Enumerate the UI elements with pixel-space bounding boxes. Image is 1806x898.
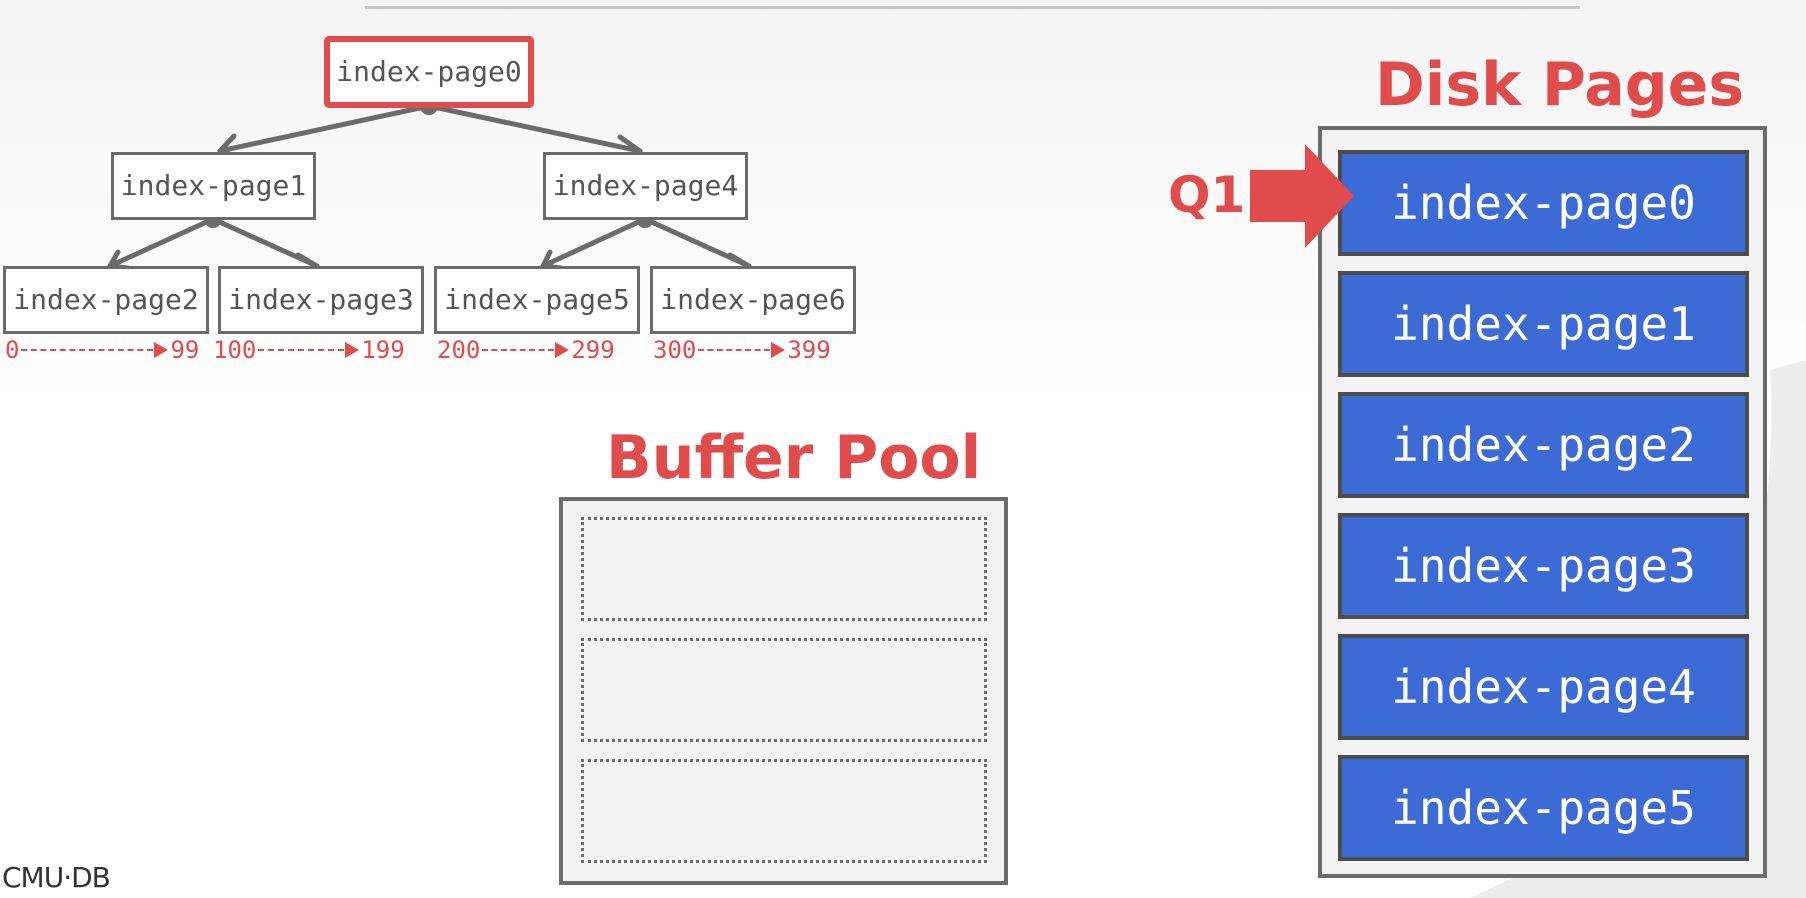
disk-pages-container: index-page0 index-page1 index-page2 inde…	[1318, 126, 1767, 878]
tree-node-page6: index-page6	[650, 266, 856, 334]
key-range-page2: 0 99	[5, 338, 199, 362]
buffer-slot-3	[581, 759, 987, 863]
tree-node-root: index-page0	[324, 36, 534, 108]
range-arrow-icon	[771, 342, 786, 358]
disk-page-1: index-page1	[1338, 271, 1749, 377]
disk-pages-title: Disk Pages	[1375, 50, 1745, 120]
disk-page-2: index-page2	[1338, 392, 1749, 498]
key-range-page6: 300 399	[653, 338, 831, 362]
buffer-pool-title: Buffer Pool	[606, 423, 982, 493]
range-arrow-icon	[345, 342, 360, 358]
tree-node-page2: index-page2	[3, 266, 209, 334]
range-arrow-icon	[555, 342, 570, 358]
disk-page-5: index-page5	[1338, 755, 1749, 861]
disk-page-4: index-page4	[1338, 634, 1749, 740]
range-end: 199	[361, 336, 405, 364]
range-end: 299	[571, 336, 615, 364]
buffer-slot-2	[581, 638, 987, 742]
cmu-db-logo: CMU·DB	[2, 861, 111, 894]
buffer-pool	[559, 497, 1008, 885]
tree-node-page3: index-page3	[218, 266, 424, 334]
query-label: Q1	[1168, 166, 1246, 224]
tree-node-page5: index-page5	[434, 266, 640, 334]
range-arrow-icon	[154, 342, 169, 358]
top-divider	[365, 6, 1580, 9]
tree-node-page1: index-page1	[111, 152, 316, 220]
disk-page-0: index-page0	[1338, 150, 1749, 256]
key-range-page5: 200 299	[437, 338, 615, 362]
tree-node-page4: index-page4	[543, 152, 748, 220]
range-start: 300	[653, 336, 697, 364]
query-pointer-arrow-icon	[1250, 144, 1354, 248]
key-range-page3: 100 199	[213, 338, 405, 362]
range-start: 0	[5, 336, 20, 364]
range-end: 99	[170, 336, 200, 364]
range-start: 100	[213, 336, 257, 364]
buffer-slot-1	[581, 517, 987, 621]
range-start: 200	[437, 336, 481, 364]
range-end: 399	[787, 336, 831, 364]
disk-page-3: index-page3	[1338, 513, 1749, 619]
